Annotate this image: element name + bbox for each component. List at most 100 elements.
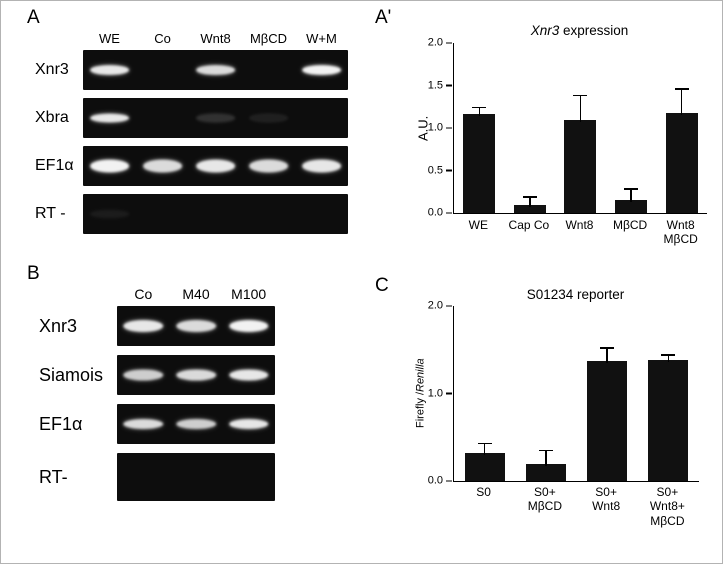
gel-band: [123, 320, 164, 332]
x-axis-labels: S0 S0+ MβCD S0+ Wnt8 S0+ Wnt8+ MβCD: [453, 485, 698, 528]
y-tick-mark: [446, 392, 452, 395]
error-bar: [477, 442, 492, 455]
gel-band: [89, 113, 130, 123]
error-bar-line: [478, 106, 481, 116]
error-bar-line: [630, 188, 632, 203]
bar: [513, 204, 546, 213]
gel-row: Xnr3: [39, 306, 275, 346]
gel-row: Siamois: [39, 355, 275, 395]
chart-title-italic-part: Xnr3: [530, 23, 560, 38]
gel-band: [195, 65, 236, 75]
chart-a-prime-title: Xnr3 expression: [453, 23, 706, 38]
gel-band: [176, 419, 216, 429]
panel-c-label: C: [375, 275, 389, 296]
lane-label: MβCD: [249, 31, 288, 46]
panel-a-prime-label: A': [375, 7, 392, 28]
gel-row-label: Xnr3: [39, 315, 78, 336]
gel-a-rows: Xnr3 Xbra EF1α RT -: [35, 50, 348, 234]
lane-label: M40: [182, 286, 210, 302]
panel-a-label: A: [27, 7, 40, 28]
gel-blot-b: Co M40 M100 Xnr3 Siamois EF1α RT-: [39, 279, 275, 510]
lane-label: Co: [154, 31, 171, 46]
gel-image: [83, 194, 348, 234]
gel-band: [176, 369, 216, 381]
error-bar: [661, 354, 676, 363]
chart-title-rest-part: expression: [559, 23, 629, 38]
gel-b-rows: Xnr3 Siamois EF1α RT-: [39, 306, 275, 501]
bar-slot: [577, 306, 638, 481]
lane-label: W+M: [306, 31, 337, 46]
x-axis-category-label: S0+ MβCD: [527, 485, 562, 514]
gel-image: [117, 355, 275, 395]
y-tick-label: 1.5: [427, 79, 443, 91]
gel-row: EF1α: [35, 146, 348, 186]
y-axis-tick: 0.0: [427, 474, 452, 487]
bar-slot: [555, 43, 606, 213]
y-axis-tick: 1.5: [428, 80, 452, 91]
error-bar-line: [483, 442, 486, 455]
error-bar: [674, 88, 689, 115]
y-axis-label-prefix: Firefly /: [414, 392, 427, 429]
gel-band: [228, 320, 269, 332]
y-tick-mark: [446, 84, 452, 87]
gel-band: [176, 320, 216, 332]
gel-band: [123, 369, 164, 381]
gel-band: [89, 159, 130, 173]
y-tick-mark: [446, 127, 452, 129]
error-bar: [538, 449, 553, 466]
x-axis-labels: WE Cap Co Wnt8 MβCD Wnt8 MβCD: [453, 218, 706, 247]
gel-band: [301, 65, 342, 75]
y-tick-label: 0.0: [427, 474, 443, 487]
gel-row-label: Xbra: [35, 109, 69, 126]
gel-row: RT-: [39, 453, 275, 501]
chart-title-text: S01234 reporter: [526, 287, 625, 302]
bar: [564, 119, 597, 213]
gel-blot-a: WE Co Wnt8 MβCD W+M Xnr3 Xbra EF1α RT -: [35, 25, 348, 242]
bars-container: [454, 43, 707, 213]
y-tick-mark: [446, 480, 452, 482]
gel-row-label: EF1α: [39, 413, 83, 434]
gel-b-lane-labels: Co M40 M100: [117, 279, 275, 301]
lane-label: Co: [134, 286, 153, 302]
gel-band: [89, 210, 130, 218]
bar: [665, 112, 698, 213]
y-tick-mark: [446, 212, 452, 214]
gel-a-lane-labels: WE Co Wnt8 MβCD W+M: [83, 25, 348, 45]
error-bar: [522, 196, 537, 207]
panel-b-label: B: [27, 263, 40, 284]
lane-label: WE: [99, 31, 120, 46]
x-axis-category-label: S0: [476, 485, 491, 499]
bar: [587, 361, 628, 481]
chart-panel-a-prime: A' Xnr3 expression A.U. 0.0 0.5 1.0 1.5 2.0 …: [369, 5, 721, 267]
y-tick-label: 0.0: [427, 206, 443, 219]
bar-slot: [606, 43, 657, 213]
error-bar: [624, 188, 639, 203]
x-axis-category-label: S0+ Wnt8: [592, 485, 621, 514]
y-tick-label: 1.0: [427, 121, 443, 134]
gel-image: [83, 98, 348, 138]
gel-image: [117, 453, 275, 501]
bars-container: [454, 306, 699, 481]
x-axis-category-label: Wnt8: [565, 218, 594, 232]
y-axis-tick: 0.0: [427, 206, 452, 219]
gel-row-label: Xnr3: [35, 61, 69, 78]
gel-band: [195, 113, 236, 123]
gel-row: Xbra: [35, 98, 348, 138]
error-bar-line: [667, 354, 670, 363]
bar: [525, 463, 566, 481]
plot-area: 0.0 0.5 1.0 1.5 2.0: [428, 37, 707, 218]
gel-image: [117, 306, 275, 346]
y-tick-mark: [446, 169, 452, 172]
chart-c-title: S01234 reporter: [453, 287, 698, 302]
chart-panel-c: C S01234 reporter Firefly / Renilla 0.0 1…: [369, 273, 721, 563]
error-bar-line: [606, 347, 608, 364]
error-bar-line: [529, 196, 531, 207]
x-axis-category-label: WE: [468, 218, 488, 232]
gel-band: [228, 419, 269, 429]
gel-row-label: Siamois: [39, 364, 104, 385]
y-axis-tick: 1.0: [428, 388, 452, 399]
gel-row-label: RT-: [39, 466, 68, 487]
bar: [464, 453, 505, 481]
bar-slot: [638, 306, 699, 481]
